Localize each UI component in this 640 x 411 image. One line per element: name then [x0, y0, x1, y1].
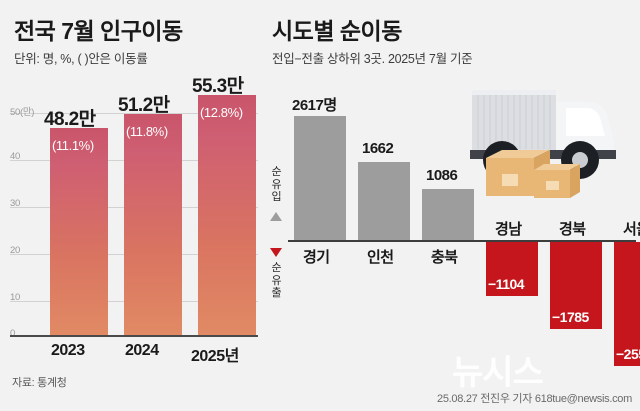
- x-axis-line: [10, 335, 258, 337]
- net-migration-bar-chart: 순유입 순유출 2617명 1662 1086 경기 인천 충북 −1104 −…: [262, 82, 640, 372]
- category-label-incheon: 인천: [367, 249, 394, 266]
- bar-value-2024: 51.2만: [118, 95, 170, 116]
- y-axis-tick-30: 30: [10, 198, 20, 209]
- bar-seoul[interactable]: [614, 242, 640, 366]
- triangle-down-icon: [270, 248, 282, 257]
- left-panel-source: 자료: 통계청: [12, 377, 67, 389]
- category-label-gyeongnam: 경남: [495, 221, 522, 238]
- bar-value-2025: 55.3만: [192, 76, 244, 97]
- y-axis-tick-20: 20: [10, 245, 20, 256]
- category-label-2023: 2023: [51, 342, 85, 359]
- bar-value-gyeonggi: 2617명: [292, 97, 337, 114]
- left-panel-title: 전국 7월 인구이동: [14, 18, 183, 44]
- category-label-seoul: 서울: [623, 221, 640, 238]
- bar-gyeonggi[interactable]: [294, 116, 346, 240]
- newsis-watermark: 뉴시스: [452, 354, 544, 392]
- right-panel-subtitle: 전입−전출 상하위 3곳. 2025년 7월 기준: [272, 52, 473, 66]
- bar-2024[interactable]: [124, 114, 182, 335]
- bar-rate-2024: (11.8%): [126, 124, 168, 139]
- bar-value-gyeongbuk: −1785: [552, 309, 589, 325]
- category-label-gyeongbuk: 경북: [559, 221, 586, 238]
- bar-rate-2025: (12.8%): [200, 105, 243, 120]
- y-axis-tick-50: 50(만): [10, 107, 35, 118]
- population-movement-bar-chart: 50(만) 40 30 20 10 0 48.2만 51.2만 55.3만 (1…: [0, 76, 262, 372]
- left-panel-subtitle: 단위: 명, %, ( )안은 이동률: [14, 52, 148, 66]
- zero-baseline: [288, 240, 636, 242]
- bar-value-chungbuk: 1086: [426, 167, 458, 184]
- bar-value-seoul: −2554: [616, 346, 640, 362]
- bar-value-2023: 48.2만: [44, 109, 96, 130]
- category-label-2024: 2024: [125, 342, 159, 359]
- bar-2023[interactable]: [50, 128, 108, 335]
- credit-line: 25.08.27 전진우 기자 618tue@newsis.com: [437, 393, 632, 405]
- category-label-chungbuk: 충북: [431, 249, 458, 266]
- bar-chungbuk[interactable]: [422, 189, 474, 240]
- right-panel-title: 시도별 순이동: [272, 18, 402, 44]
- axis-label-net-inflow: 순유입: [271, 166, 282, 203]
- bar-incheon[interactable]: [358, 162, 410, 240]
- bar-value-incheon: 1662: [362, 140, 394, 157]
- moving-truck-icon: [470, 90, 616, 198]
- gridline: [10, 113, 258, 114]
- y-axis-tick-10: 10: [10, 292, 20, 303]
- bar-gyeongbuk[interactable]: [550, 242, 602, 329]
- triangle-up-icon: [270, 212, 282, 221]
- category-label-2025: 2025년: [191, 348, 239, 365]
- y-axis-tick-40: 40: [10, 151, 20, 162]
- y-axis-tick-0: 0: [10, 328, 15, 339]
- bar-gyeongnam[interactable]: [486, 242, 538, 296]
- bar-rate-2023: (11.1%): [52, 138, 94, 153]
- axis-label-net-outflow: 순유출: [271, 262, 282, 299]
- bar-value-gyeongnam: −1104: [488, 276, 525, 292]
- bar-2025[interactable]: [198, 95, 256, 335]
- category-label-gyeonggi: 경기: [303, 249, 330, 266]
